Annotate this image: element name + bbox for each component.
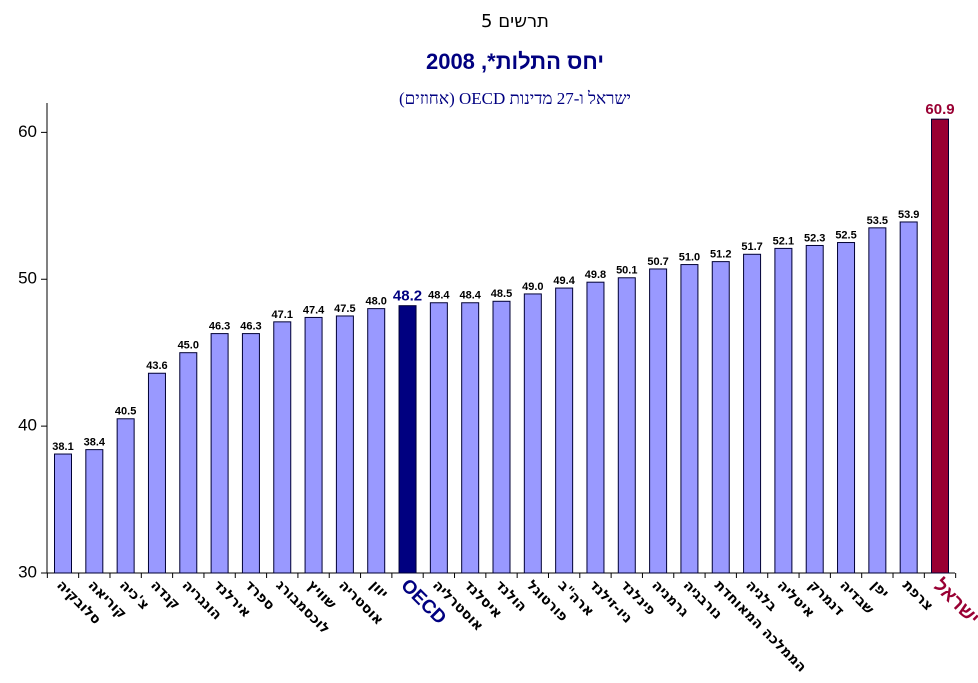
bar [492, 300, 511, 574]
bar [398, 305, 417, 574]
chart-subtitle: יחס התלות*, 2008 [426, 49, 604, 74]
bar [523, 293, 542, 574]
bar [711, 261, 730, 574]
bar [805, 244, 824, 574]
value-label: 43.6 [146, 360, 167, 372]
bar [429, 302, 448, 574]
y-tick-label: 60 [18, 122, 37, 141]
bar [116, 418, 135, 574]
value-label: 38.1 [52, 441, 73, 453]
bar [899, 221, 918, 574]
y-tick-label: 50 [18, 269, 37, 288]
bar [743, 253, 762, 574]
bar [273, 321, 292, 574]
chart-title: תרשים 5 [481, 11, 549, 32]
value-label: 51.2 [710, 249, 731, 261]
bar [54, 453, 72, 574]
bar [868, 227, 887, 574]
value-label: 50.1 [616, 265, 637, 277]
value-label: 53.9 [898, 209, 919, 221]
value-label: 60.9 [925, 101, 954, 118]
bar [555, 287, 574, 574]
value-label: 45.0 [178, 340, 199, 352]
x-tick-label: יוון [367, 577, 391, 601]
bar [649, 268, 668, 574]
chart-note: ישראל ו-27 מדינות OECD (אחוזים) [399, 89, 631, 108]
value-label: 46.3 [209, 321, 230, 333]
bar [931, 118, 949, 574]
bar [210, 333, 229, 574]
y-tick-label: 30 [18, 562, 37, 581]
bar [241, 333, 260, 574]
value-label: 46.3 [240, 321, 261, 333]
value-label: 53.5 [867, 215, 888, 227]
value-label: 48.0 [366, 296, 387, 308]
value-label: 38.4 [84, 437, 106, 449]
value-label: 49.0 [522, 281, 543, 293]
bar [147, 372, 166, 574]
value-label: 49.8 [585, 269, 606, 281]
x-tick-label: קנדה [147, 577, 183, 613]
value-label: 48.4 [428, 290, 450, 302]
bar [617, 277, 636, 574]
bar [837, 242, 856, 574]
value-label: 52.5 [835, 229, 856, 241]
bar [367, 308, 386, 574]
value-label: 51.0 [679, 251, 700, 263]
bar [774, 247, 793, 574]
bar [586, 281, 605, 574]
value-label: 47.1 [272, 309, 293, 321]
value-label: 48.2 [393, 288, 422, 305]
value-label: 47.5 [334, 303, 355, 315]
value-label: 49.4 [553, 275, 575, 287]
bar [304, 316, 323, 574]
value-label: 48.5 [491, 288, 512, 300]
bar [179, 352, 198, 574]
value-label: 52.1 [773, 235, 794, 247]
value-label: 40.5 [115, 406, 136, 418]
x-tick-label: יפן [868, 577, 892, 601]
bar [461, 302, 480, 574]
bar [680, 264, 699, 574]
value-label: 48.4 [459, 290, 481, 302]
bar [335, 315, 354, 574]
value-label: 50.7 [647, 256, 668, 268]
bar [85, 449, 104, 574]
x-tick-label: צרפת [899, 577, 936, 614]
value-label: 47.4 [303, 304, 325, 316]
y-tick-label: 40 [18, 416, 37, 435]
value-label: 51.7 [741, 241, 762, 253]
value-label: 52.3 [804, 232, 825, 244]
